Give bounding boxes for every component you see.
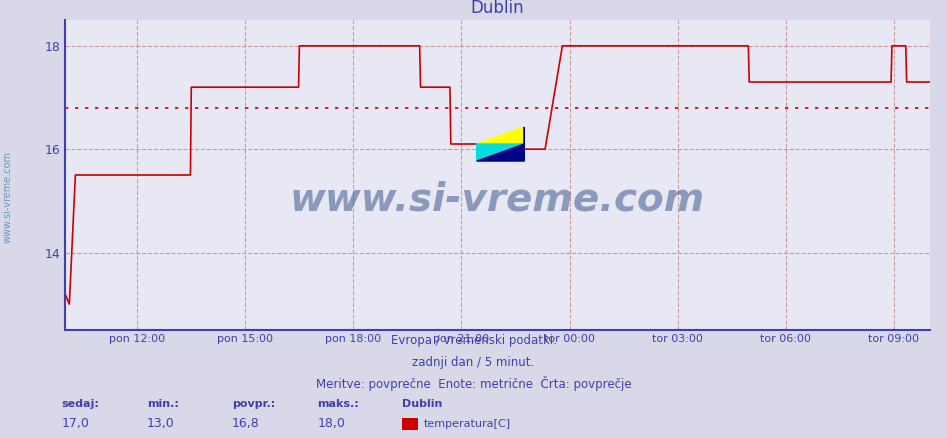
Text: temperatura[C]: temperatura[C] bbox=[423, 419, 510, 429]
Polygon shape bbox=[476, 127, 525, 161]
Text: 16,8: 16,8 bbox=[232, 417, 259, 430]
Text: 17,0: 17,0 bbox=[62, 417, 89, 430]
Text: www.si-vreme.com: www.si-vreme.com bbox=[290, 181, 706, 219]
Text: Meritve: povprečne  Enote: metrične  Črta: povprečje: Meritve: povprečne Enote: metrične Črta:… bbox=[315, 376, 632, 391]
Polygon shape bbox=[476, 144, 525, 161]
Text: min.:: min.: bbox=[147, 399, 179, 410]
Title: Dublin: Dublin bbox=[471, 0, 525, 17]
Text: zadnji dan / 5 minut.: zadnji dan / 5 minut. bbox=[412, 356, 535, 369]
Text: 18,0: 18,0 bbox=[317, 417, 345, 430]
Text: sedaj:: sedaj: bbox=[62, 399, 99, 410]
Text: Dublin: Dublin bbox=[402, 399, 443, 410]
Polygon shape bbox=[476, 127, 525, 144]
Text: Evropa / vremenski podatki.: Evropa / vremenski podatki. bbox=[390, 334, 557, 347]
Text: www.si-vreme.com: www.si-vreme.com bbox=[3, 151, 12, 243]
Text: povpr.:: povpr.: bbox=[232, 399, 276, 410]
Text: maks.:: maks.: bbox=[317, 399, 359, 410]
Text: 13,0: 13,0 bbox=[147, 417, 174, 430]
